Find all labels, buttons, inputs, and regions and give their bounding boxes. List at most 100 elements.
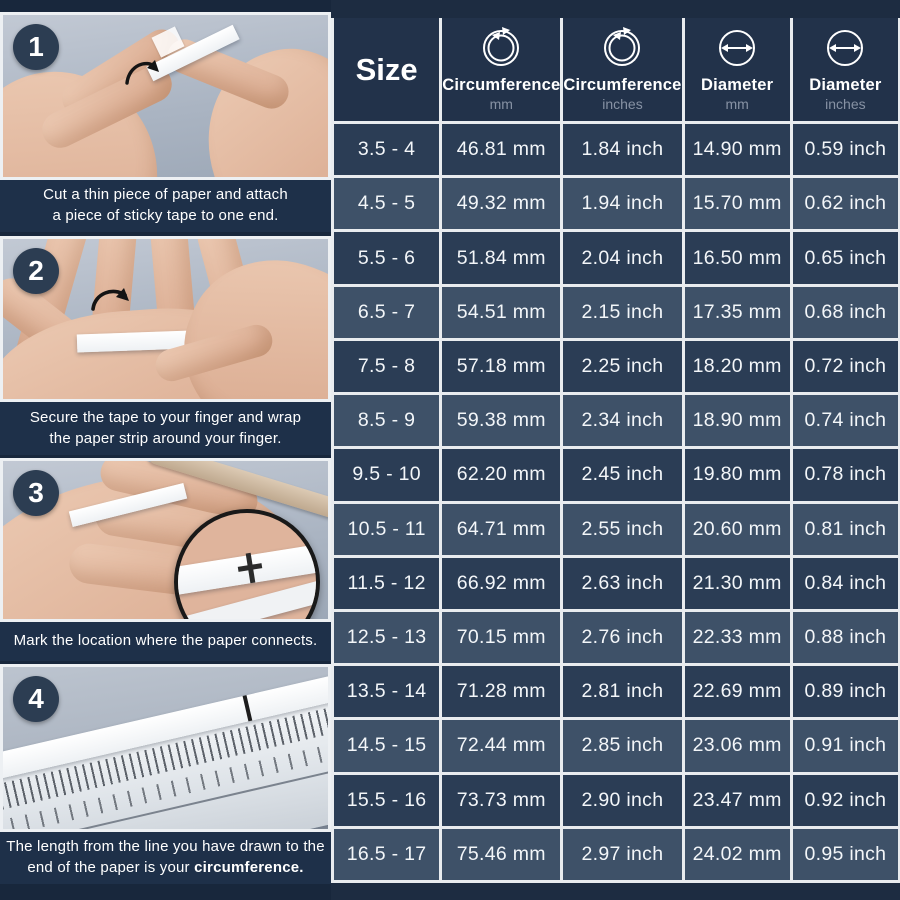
caption-line: end of the paper is your circumference. — [27, 858, 303, 879]
table-cell-diameter-inches: 0.74 inch — [792, 395, 898, 447]
table-cell-circumference-inches: 2.15 inch — [563, 286, 682, 338]
column-header-label: Circumference — [442, 76, 561, 94]
table-cell-diameter-inches: 0.72 inch — [792, 340, 898, 393]
table-cell-diameter-inches: 0.84 inch — [792, 557, 898, 609]
step-1-caption: Cut a thin piece of paper and attach a p… — [0, 180, 331, 232]
step-4-photo: 4 — [0, 664, 331, 832]
step-3-photo: 3 — [0, 458, 331, 622]
table-cell-circumference-inches: 2.81 inch — [563, 666, 682, 718]
column-header-diameter-mm: Diameter mm — [684, 18, 790, 121]
table-cell-size: 8.5 - 9 — [334, 395, 440, 447]
step-3-block: 3 Mark the location where the paper conn… — [0, 458, 331, 661]
step-2-block: 2 Secure the tape to your finger and wra… — [0, 236, 331, 455]
table-cell-circumference-inches: 2.45 inch — [563, 449, 682, 501]
table-cell-diameter-inches: 0.68 inch — [792, 286, 898, 338]
table-cell-circumference-mm: 73.73 mm — [442, 774, 561, 826]
table-cell-circumference-inches: 2.97 inch — [563, 828, 682, 880]
table-cell-diameter-mm: 14.90 mm — [684, 124, 790, 176]
table-cell-size: 13.5 - 14 — [334, 666, 440, 718]
table-cell-circumference-inches: 2.63 inch — [563, 557, 682, 609]
step-1-badge: 1 — [13, 24, 59, 70]
table-cell-circumference-inches: 2.85 inch — [563, 720, 682, 772]
step-4-badge: 4 — [13, 676, 59, 722]
step-2-badge: 2 — [13, 248, 59, 294]
column-header-unit: inches — [602, 96, 643, 112]
table-cell-diameter-inches: 0.95 inch — [792, 828, 898, 880]
table-cell-diameter-inches: 0.91 inch — [792, 720, 898, 772]
caption-line: the paper strip around your finger. — [49, 429, 282, 447]
table-cell-size: 6.5 - 7 — [334, 286, 440, 338]
column-header-unit: mm — [489, 96, 513, 112]
column-header-circumference-inches: Circumference inches — [563, 18, 682, 121]
table-cell-diameter-inches: 0.62 inch — [792, 178, 898, 230]
table-cell-size: 15.5 - 16 — [334, 774, 440, 826]
table-cell-diameter-inches: 0.81 inch — [792, 503, 898, 555]
table-cell-circumference-mm: 57.18 mm — [442, 340, 561, 393]
caption-line: Secure the tape to your finger and wrap — [29, 408, 302, 426]
table-cell-circumference-mm: 62.20 mm — [442, 449, 561, 501]
table-cell-size: 9.5 - 10 — [334, 449, 440, 501]
table-cell-diameter-mm: 18.20 mm — [684, 340, 790, 393]
caption-line: Mark the location where the paper connec… — [13, 632, 318, 650]
column-header-unit: mm — [725, 96, 749, 112]
table-cell-diameter-mm: 15.70 mm — [684, 178, 790, 230]
table-cell-circumference-inches: 1.84 inch — [563, 124, 682, 176]
column-header-label: Diameter — [701, 76, 774, 94]
step-4-block: 4 The length from the line you have draw… — [0, 664, 331, 884]
column-header-size: Size — [334, 18, 440, 121]
column-header-label: Circumference — [563, 76, 682, 94]
diameter-icon — [719, 30, 756, 66]
circumference-emphasis: circumference. — [194, 859, 304, 876]
table-cell-diameter-mm: 23.06 mm — [684, 720, 790, 772]
table-cell-circumference-mm: 71.28 mm — [442, 666, 561, 718]
table-cell-diameter-inches: 0.92 inch — [792, 774, 898, 826]
step-3-caption: Mark the location where the paper connec… — [0, 622, 331, 661]
table-cell-diameter-inches: 0.88 inch — [792, 611, 898, 664]
caption-line: Cut a thin piece of paper and attach — [43, 186, 288, 204]
table-cell-circumference-mm: 64.71 mm — [442, 503, 561, 555]
table-cell-diameter-mm: 16.50 mm — [684, 232, 790, 284]
table-cell-diameter-inches: 0.59 inch — [792, 124, 898, 176]
pen-mark-graphic — [242, 695, 252, 722]
table-cell-size: 7.5 - 8 — [334, 340, 440, 393]
table-cell-diameter-mm: 24.02 mm — [684, 828, 790, 880]
step-1-block: 1 Cut a thin piece of paper and attach a… — [0, 12, 331, 232]
step-4-caption: The length from the line you have drawn … — [0, 832, 331, 884]
table-cell-circumference-mm: 70.15 mm — [442, 611, 561, 664]
table-cell-size: 10.5 - 11 — [334, 503, 440, 555]
table-cell-diameter-mm: 20.60 mm — [684, 503, 790, 555]
step-3-badge: 3 — [13, 470, 59, 516]
table-cell-diameter-mm: 22.69 mm — [684, 666, 790, 718]
table-cell-size: 11.5 - 12 — [334, 557, 440, 609]
column-header-label: Diameter — [809, 76, 882, 94]
circumference-icon — [483, 27, 520, 66]
table-cell-circumference-mm: 54.51 mm — [442, 286, 561, 338]
table-cell-circumference-inches: 2.55 inch — [563, 503, 682, 555]
table-cell-circumference-inches: 2.90 inch — [563, 774, 682, 826]
wrap-arrow-icon — [91, 288, 129, 311]
table-cell-size: 5.5 - 6 — [334, 232, 440, 284]
table-cell-circumference-mm: 51.84 mm — [442, 232, 561, 284]
table-cell-circumference-mm: 66.92 mm — [442, 557, 561, 609]
caption-line: The length from the line you have drawn … — [6, 838, 325, 856]
step-2-caption: Secure the tape to your finger and wrap … — [0, 402, 331, 455]
table-cell-diameter-mm: 21.30 mm — [684, 557, 790, 609]
table-cell-circumference-inches: 2.34 inch — [563, 395, 682, 447]
table-cell-diameter-mm: 17.35 mm — [684, 286, 790, 338]
column-header-circumference-mm: Circumference mm — [442, 18, 561, 121]
instructions-column: 1 Cut a thin piece of paper and attach a… — [0, 0, 331, 900]
table-cell-circumference-mm: 49.32 mm — [442, 178, 561, 230]
ring-size-table: Size Circumference mm Circumference inch… — [331, 18, 900, 883]
table-cell-size: 12.5 - 13 — [334, 611, 440, 664]
table-cell-circumference-inches: 2.76 inch — [563, 611, 682, 664]
table-cell-diameter-mm: 22.33 mm — [684, 611, 790, 664]
table-cell-circumference-mm: 59.38 mm — [442, 395, 561, 447]
circumference-icon — [604, 27, 641, 66]
table-cell-circumference-inches: 1.94 inch — [563, 178, 682, 230]
table-cell-diameter-inches: 0.78 inch — [792, 449, 898, 501]
caption-text: end of the paper is your — [27, 859, 195, 876]
table-cell-size: 4.5 - 5 — [334, 178, 440, 230]
table-cell-size: 3.5 - 4 — [334, 124, 440, 176]
step-2-photo: 2 — [0, 236, 331, 402]
